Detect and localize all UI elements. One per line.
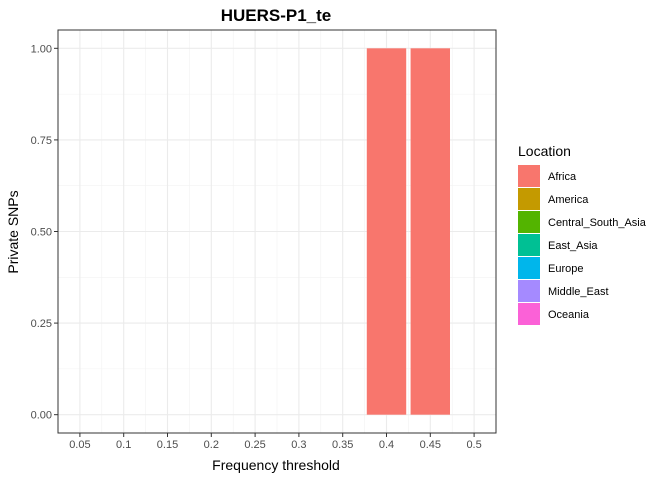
- x-tick-label: 0.35: [332, 439, 353, 451]
- legend-key: [518, 234, 540, 256]
- legend-label: Africa: [548, 171, 577, 183]
- x-tick-label: 0.5: [466, 439, 481, 451]
- legend-title: Location: [518, 143, 571, 159]
- y-tick-label: 1.00: [31, 43, 52, 55]
- x-tick-label: 0.1: [116, 439, 131, 451]
- legend-label: Middle_East: [548, 286, 609, 298]
- legend-key: [518, 165, 540, 187]
- bars: [366, 48, 451, 415]
- bar: [410, 48, 451, 415]
- legend-label: Oceania: [548, 309, 590, 321]
- legend-label: America: [548, 194, 589, 206]
- legend-label: East_Asia: [548, 240, 598, 252]
- x-tick-label: 0.45: [420, 439, 441, 451]
- y-axis-title: Private SNPs: [5, 190, 21, 273]
- y-tick-label: 0.75: [31, 135, 52, 147]
- legend-key: [518, 257, 540, 279]
- legend-key: [518, 303, 540, 325]
- x-tick-label: 0.3: [291, 439, 306, 451]
- x-tick-label: 0.2: [204, 439, 219, 451]
- x-axis-title: Frequency threshold: [212, 457, 340, 473]
- legend-key: [518, 280, 540, 302]
- chart-title: HUERS-P1_te: [221, 6, 332, 25]
- legend-label: Central_South_Asia: [548, 217, 647, 229]
- axes: 0.05 0.1 0.15 0.2 0.25 0.3 0.35 0.4 0.45 0.5 0.00 0…: [31, 43, 482, 451]
- x-tick-label: 0.4: [379, 439, 394, 451]
- legend-label: Europe: [548, 263, 583, 275]
- y-tick-label: 0.25: [31, 318, 52, 330]
- x-tick-label: 0.05: [69, 439, 90, 451]
- x-tick-label: 0.15: [157, 439, 178, 451]
- y-tick-label: 0.00: [31, 410, 52, 422]
- y-tick-label: 0.50: [31, 227, 52, 239]
- bar: [366, 48, 407, 415]
- x-tick-label: 0.25: [244, 439, 265, 451]
- legend: Location Africa America Central_South_Asia…: [518, 143, 647, 325]
- legend-key: [518, 211, 540, 233]
- legend-key: [518, 188, 540, 210]
